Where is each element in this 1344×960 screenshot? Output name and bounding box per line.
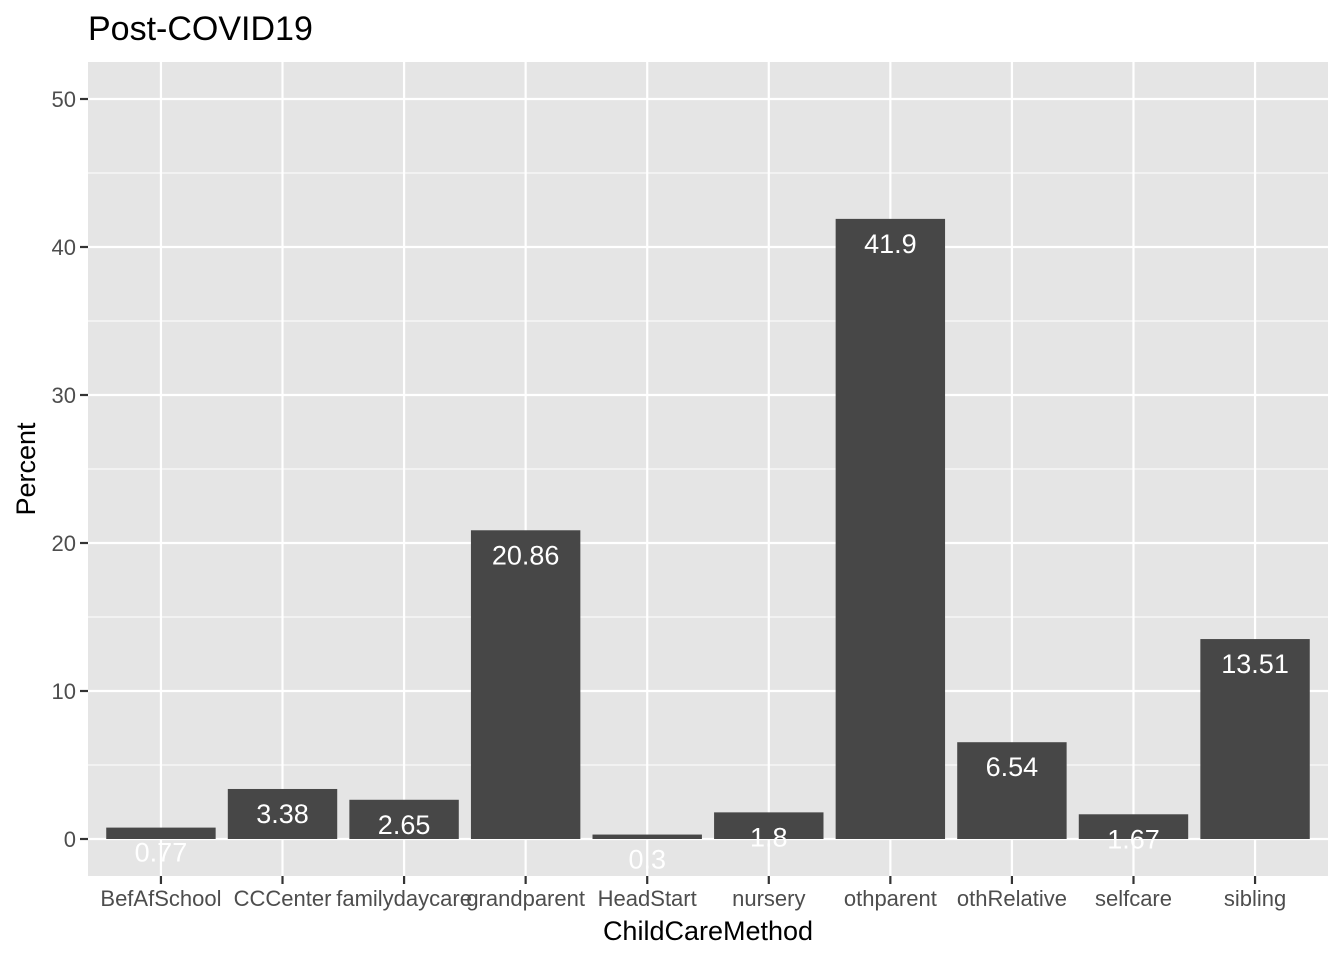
x-tick-label-selfcare: selfcare — [1095, 886, 1172, 911]
bar-othRelative — [957, 742, 1067, 839]
bar-familydaycare — [349, 799, 459, 839]
data-label-BefAfSchool: 0.77 — [135, 838, 188, 868]
y-axis: 0 10 20 30 40 50 — [52, 87, 88, 852]
x-axis: BefAfSchool CCCenter familydaycaregrandpar… — [100, 876, 1286, 911]
x-tick-label-familydaycare: familydaycare — [336, 886, 472, 911]
data-label-CCCenter: 3.38 — [256, 799, 309, 829]
x-tick-label-HeadStart: HeadStart — [598, 886, 697, 911]
x-axis-title: ChildCareMethod — [603, 916, 813, 946]
data-label-grandparent: 20.86 — [492, 540, 560, 570]
y-tick-label: 0 — [64, 827, 76, 852]
bar-CCCenter — [227, 788, 338, 839]
y-axis-title: Percent — [11, 422, 41, 516]
data-label-sibling: 13.51 — [1221, 649, 1289, 679]
bar-sibling — [1200, 639, 1310, 839]
bar-BefAfSchool — [106, 827, 216, 839]
bar-grandparent — [470, 530, 581, 839]
bar-nursery — [714, 812, 824, 839]
x-tick-label-nursery: nursery — [732, 886, 805, 911]
x-tick-label-sibling: sibling — [1224, 886, 1286, 911]
data-label-othparent: 41.9 — [864, 229, 917, 259]
data-label-familydaycare: 2.65 — [378, 810, 431, 840]
x-tick-label-othRelative: othRelative — [957, 886, 1067, 911]
bars — [106, 218, 1310, 839]
bar-othparent — [835, 218, 946, 839]
x-tick-label-othparent: othparent — [844, 886, 937, 911]
chart-title: Post-COVID19 — [88, 10, 313, 48]
x-tick-label-grandparent: grandparent — [466, 886, 585, 911]
bar-selfcare — [1078, 814, 1189, 839]
y-tick-label: 20 — [52, 531, 76, 556]
data-label-selfcare: 1.67 — [1107, 824, 1160, 854]
y-tick-label: 30 — [52, 383, 76, 408]
y-tick-label: 40 — [52, 235, 76, 260]
x-tick-label-BefAfSchool: BefAfSchool — [100, 886, 221, 911]
bar-HeadStart — [592, 834, 702, 839]
data-labels: 0.77 3.38 2.65 20.86 0.3 1.8 41.9 6.54 1.67 13.51 — [135, 229, 1289, 875]
data-label-othRelative: 6.54 — [986, 752, 1039, 782]
gridlines — [88, 62, 1328, 876]
y-tick-label: 50 — [52, 87, 76, 112]
y-tick-label: 10 — [52, 679, 76, 704]
data-label-nursery: 1.8 — [750, 822, 788, 852]
data-label-HeadStart: 0.3 — [628, 845, 666, 875]
x-tick-label-CCCenter: CCCenter — [234, 886, 332, 911]
